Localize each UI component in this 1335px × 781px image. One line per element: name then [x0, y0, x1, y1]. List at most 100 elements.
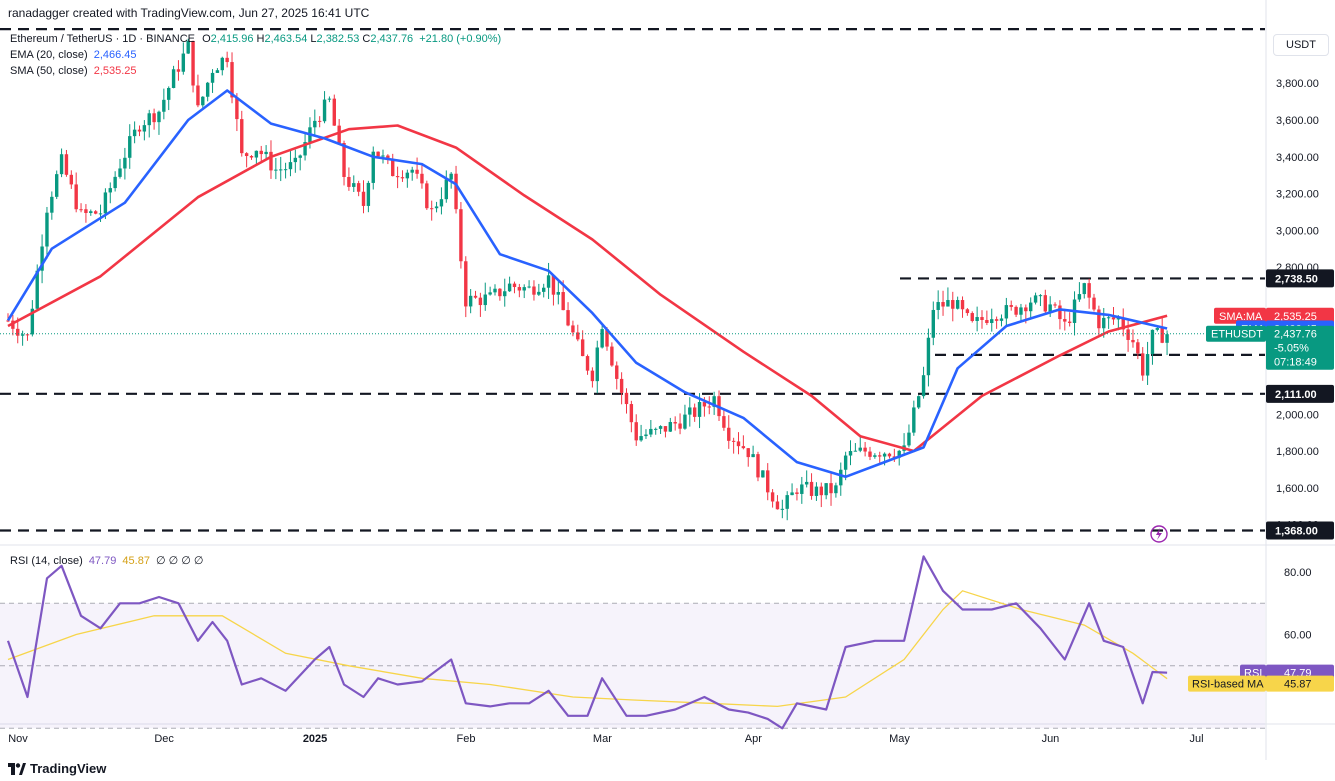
candle-body	[1160, 328, 1164, 343]
candle-body	[795, 492, 799, 494]
candle-body	[1043, 295, 1048, 312]
candle-body	[293, 157, 298, 163]
candle-body	[332, 98, 336, 126]
candle-body	[361, 191, 366, 206]
candle-body	[79, 209, 83, 211]
symbol-name: Ethereum / TetherUS · 1D · BINANCE	[10, 33, 196, 45]
candle-body	[663, 426, 668, 432]
candle-body	[181, 53, 186, 72]
candle-body	[147, 113, 151, 126]
candle-body	[313, 120, 317, 128]
candle-body	[1092, 297, 1096, 310]
candle-body	[317, 120, 322, 122]
candle-body	[619, 378, 624, 393]
candle-body	[605, 329, 609, 347]
candle-body	[391, 158, 395, 177]
candle-body	[128, 136, 132, 158]
candle-body	[439, 199, 444, 207]
candle-body	[503, 291, 507, 297]
candle-body	[1019, 307, 1023, 315]
candle-body	[1009, 305, 1013, 307]
ema-20-line	[6, 89, 1168, 479]
candle-body	[1067, 321, 1072, 323]
rsi-ma-value: 45.87	[122, 555, 150, 567]
candle-body	[55, 174, 59, 197]
candle-body	[1014, 306, 1018, 315]
candle-body	[1106, 317, 1111, 319]
candle-body	[941, 302, 945, 307]
candle-body	[1165, 334, 1169, 343]
candle-body	[761, 470, 765, 478]
candle-body	[951, 300, 955, 309]
attribution-text: ranadagger created with TradingView.com,…	[8, 6, 370, 20]
rsi-extras: ∅ ∅ ∅ ∅	[156, 555, 204, 567]
candle-body	[1126, 329, 1130, 340]
candle-body	[410, 169, 414, 173]
candle-body	[571, 325, 575, 333]
candle-body	[707, 406, 711, 408]
rsi-legend[interactable]: RSI (14, close) 47.79 45.87 ∅ ∅ ∅ ∅	[10, 554, 204, 567]
candle-body	[196, 85, 200, 106]
candle-body	[376, 151, 380, 157]
candle-body	[45, 212, 49, 247]
candle-body	[785, 495, 789, 509]
candle-body	[298, 155, 302, 158]
candle-body	[1155, 328, 1160, 330]
candle-body	[678, 423, 682, 429]
candle-body	[878, 455, 882, 457]
price-change-label: -5.05%	[1274, 343, 1309, 355]
ohlc-change: +21.80 (+0.90%)	[419, 33, 502, 45]
candle-body	[30, 308, 35, 335]
ohlc-c: 2,437.76	[370, 33, 414, 45]
rsi-tick-label: 60.00	[1284, 630, 1312, 642]
candle-body	[980, 317, 984, 321]
tradingview-logo[interactable]: TradingView	[8, 761, 106, 776]
candle-body	[517, 287, 522, 291]
candle-body	[347, 176, 351, 187]
candle-body	[965, 309, 970, 314]
candle-body	[537, 291, 541, 295]
candle-body	[1102, 317, 1106, 329]
time-tick-label: Jul	[1190, 733, 1204, 745]
ohlc-l: 2,382.53	[316, 33, 360, 45]
currency-button[interactable]: USDT	[1273, 34, 1329, 56]
candle-body	[960, 300, 965, 310]
candle-body	[585, 356, 590, 371]
candle-body	[483, 294, 487, 306]
candle-body	[907, 432, 911, 446]
ema-label: EMA (20, close)	[10, 49, 88, 61]
ohlc-h-label: H	[256, 33, 265, 45]
sma-legend[interactable]: SMA (50, close) 2,535.25	[10, 65, 137, 77]
indicator-value-label: 2,535.25	[1274, 311, 1317, 323]
candle-body	[1077, 294, 1082, 300]
candle-body	[639, 436, 643, 441]
candle-body	[327, 98, 332, 100]
candle-body	[342, 143, 346, 177]
candle-body	[873, 455, 877, 457]
candle-body	[493, 288, 497, 293]
candle-body	[498, 288, 502, 297]
candle-body	[279, 169, 283, 171]
candle-body	[848, 451, 853, 456]
candle-body	[1097, 309, 1101, 329]
time-tick-label: Mar	[593, 733, 612, 745]
candle-body	[366, 182, 371, 206]
candle-body	[444, 179, 448, 200]
candle-body	[449, 173, 453, 180]
candle-body	[283, 169, 288, 171]
time-tick-label: Feb	[457, 733, 476, 745]
price-tick-label: 3,600.00	[1276, 115, 1319, 127]
ema-legend[interactable]: EMA (20, close) 2,466.45	[10, 49, 137, 61]
candle-body	[853, 450, 858, 452]
candle-body	[356, 183, 361, 192]
candle-body	[244, 153, 249, 157]
price-tick-label: 1,600.00	[1276, 483, 1319, 495]
candle-body	[863, 447, 867, 452]
candle-body	[595, 347, 599, 382]
candle-body	[1121, 317, 1125, 330]
ohlc-l-label: L	[310, 33, 317, 45]
alert-lightning-icon	[1150, 525, 1168, 543]
candle-body	[775, 501, 780, 510]
candle-body	[556, 292, 561, 295]
